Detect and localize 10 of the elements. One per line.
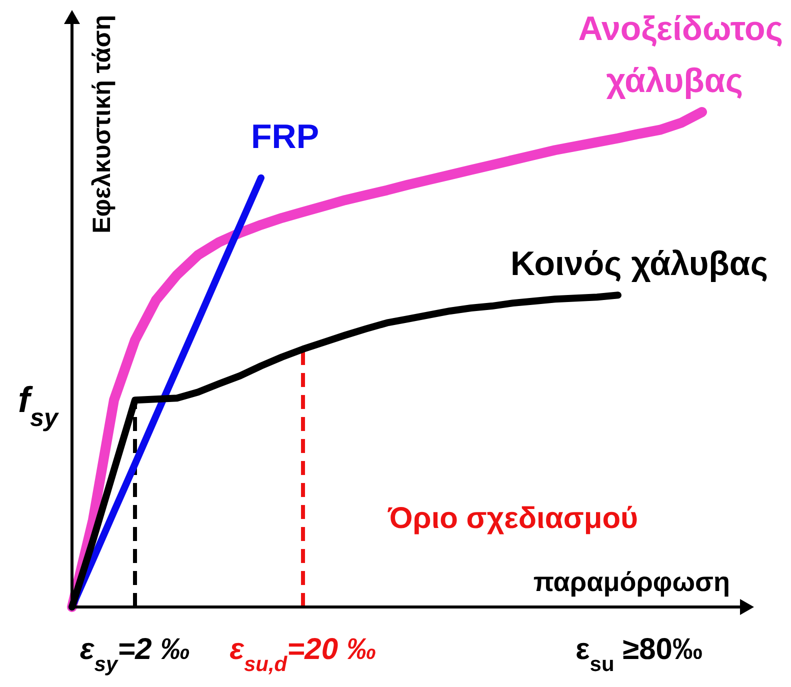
- series-label: Κοινός χάλυβας: [510, 245, 768, 284]
- x-tick-label: ε$_{su}$ ≥80‰: [576, 633, 702, 676]
- annotation: Όριο σχεδιασμού: [387, 502, 638, 535]
- text: f$_{sy}$: [18, 379, 60, 432]
- series-label: FRP: [251, 118, 319, 156]
- y-axis-title: Εφελκυστική τάση: [88, 15, 116, 234]
- x-tick-label: ε$_{sy}$=2 ‰: [80, 633, 190, 676]
- series-label: Ανοξείδωτος χάλυβας: [578, 10, 783, 100]
- x-axis-title: παραμόρφωση: [533, 567, 730, 597]
- x-tick-label: ε$_{su,d}$=20 ‰: [230, 633, 376, 676]
